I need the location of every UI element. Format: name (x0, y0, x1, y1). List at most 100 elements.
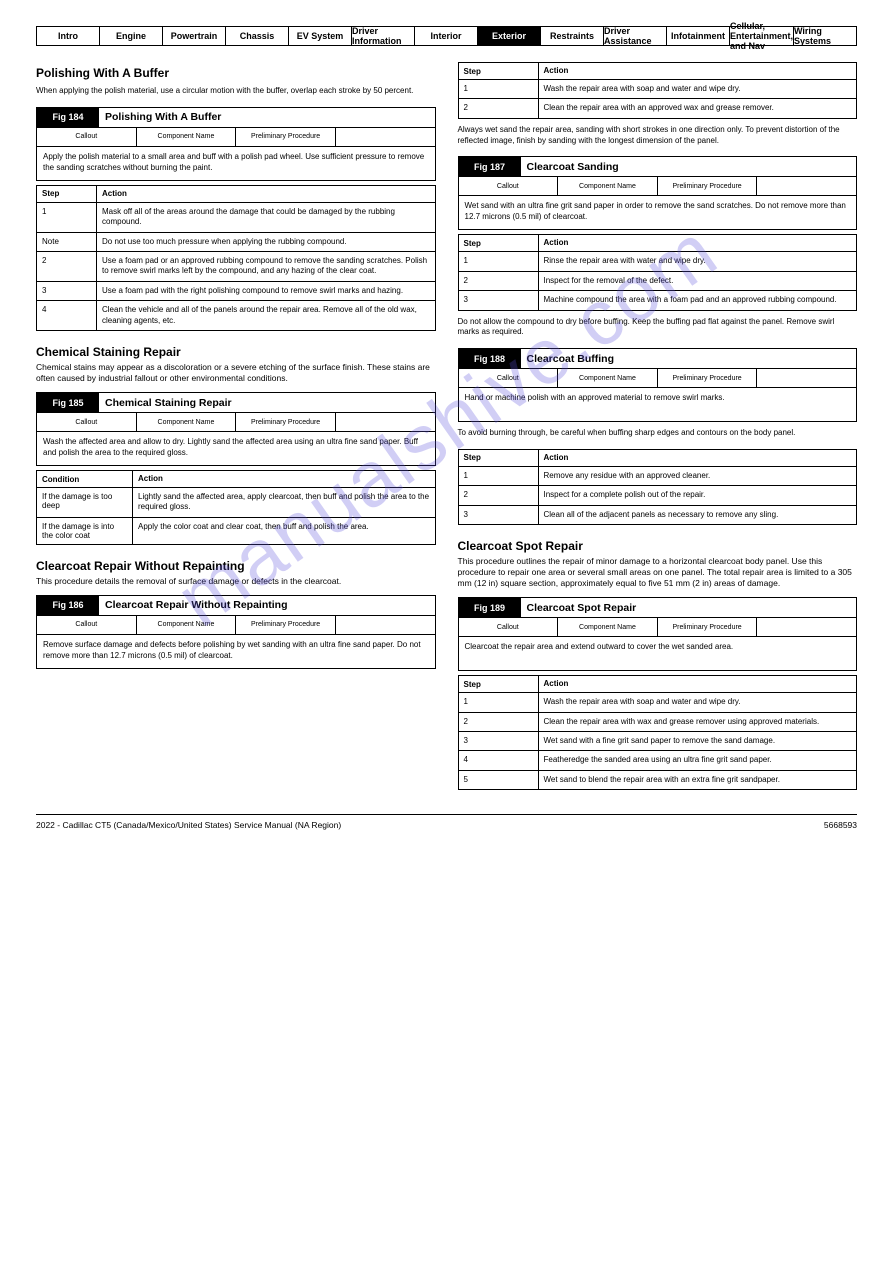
td: Wash the repair area with soap and water… (539, 693, 857, 711)
td: If the damage is into the color coat (37, 518, 133, 544)
col-label: Callout (497, 375, 519, 382)
col-label: Callout (497, 624, 519, 631)
note: Do not allow the compound to dry before … (458, 317, 858, 339)
td: Use a foam pad or an approved rubbing co… (97, 252, 435, 281)
td: Clean the repair area with wax and greas… (539, 713, 857, 731)
col-label: Component Name (579, 624, 636, 631)
steps-table: StepAction 1Remove any residue with an a… (458, 449, 858, 525)
col-label: Component Name (158, 419, 215, 426)
procedure-header: Fig 184 Polishing With A Buffer Callout … (36, 107, 436, 181)
nav-tab[interactable]: Intro (37, 27, 100, 45)
col-label: Component Name (158, 621, 215, 628)
col-label: Preliminary Procedure (672, 375, 741, 382)
td: Wet sand to blend the repair area with a… (539, 771, 857, 789)
col-label: Component Name (579, 375, 636, 382)
nav-tab[interactable]: Infotainment (667, 27, 730, 45)
note: When applying the polish material, use a… (36, 86, 436, 97)
th: Action (539, 235, 857, 251)
procedure-header: Fig 188 Clearcoat Buffing Callout Compon… (458, 348, 858, 422)
th: Step (459, 63, 539, 79)
th: Condition (37, 471, 133, 487)
th: Step (459, 235, 539, 251)
fig-desc: Clearcoat the repair area and extend out… (459, 636, 857, 670)
col-label: Callout (75, 419, 97, 426)
footer-right: 5668593 (824, 820, 857, 830)
nav-tab[interactable]: EV System (289, 27, 352, 45)
td: 3 (37, 282, 97, 300)
col-label: Preliminary Procedure (251, 133, 320, 140)
td: Use a foam pad with the right polishing … (97, 282, 435, 300)
fig-name: Clearcoat Spot Repair (521, 598, 857, 617)
fig-badge: Fig 185 (37, 393, 99, 412)
col-label: Callout (497, 183, 519, 190)
nav-tab[interactable]: Engine (100, 27, 163, 45)
td: Machine compound the area with a foam pa… (539, 291, 857, 309)
nav-tab[interactable]: Cellular, Entertainment, and Nav (730, 27, 794, 45)
td: 3 (459, 506, 539, 524)
fig-desc: Apply the polish material to a small are… (37, 146, 435, 180)
steps-table: StepAction 1Wash the repair area with so… (458, 62, 858, 119)
th: Action (539, 676, 857, 692)
fig-badge: Fig 184 (37, 108, 99, 127)
steps-table: StepAction 1Rinse the repair area with w… (458, 234, 858, 310)
section-sub: This procedure details the removal of su… (36, 576, 436, 587)
td: 2 (459, 713, 539, 731)
nav-tab[interactable]: Wiring Systems (794, 27, 856, 45)
td: 2 (459, 486, 539, 504)
td: 3 (459, 732, 539, 750)
procedure-header: Fig 186 Clearcoat Repair Without Repaint… (36, 595, 436, 669)
footer-left: 2022 - Cadillac CT5 (Canada/Mexico/Unite… (36, 820, 341, 830)
nav-tab[interactable]: Restraints (541, 27, 604, 45)
procedure-header: Fig 185 Chemical Staining Repair Callout… (36, 392, 436, 466)
td: Rinse the repair area with water and wip… (539, 252, 857, 270)
td: Inspect for the removal of the defect. (539, 272, 857, 290)
td: Clean the repair area with an approved w… (539, 99, 857, 117)
th: Action (539, 450, 857, 466)
col-label: Component Name (579, 183, 636, 190)
note: Always wet sand the repair area, sanding… (458, 125, 858, 147)
section-title: Polishing With A Buffer (36, 66, 436, 80)
nav-tab-active[interactable]: Exterior (478, 27, 541, 45)
section-title: Clearcoat Repair Without Repainting (36, 559, 436, 573)
nav-tab[interactable]: Driver Assistance (604, 27, 667, 45)
page-footer: 2022 - Cadillac CT5 (Canada/Mexico/Unite… (36, 814, 857, 830)
td: Featheredge the sanded area using an ult… (539, 751, 857, 769)
fig-badge: Fig 189 (459, 598, 521, 617)
procedure-header: Fig 187 Clearcoat Sanding Callout Compon… (458, 156, 858, 230)
td: Mask off all of the areas around the dam… (97, 203, 435, 232)
fig-badge: Fig 188 (459, 349, 521, 368)
th: Action (539, 63, 857, 79)
note: To avoid burning through, be careful whe… (458, 428, 858, 439)
col-label: Preliminary Procedure (672, 624, 741, 631)
col-label: Callout (75, 133, 97, 140)
fig-desc: Wet sand with an ultra fine grit sand pa… (459, 195, 857, 229)
td: 1 (459, 467, 539, 485)
td: 1 (37, 203, 97, 232)
nav-tab[interactable]: Powertrain (163, 27, 226, 45)
td: 2 (459, 99, 539, 117)
col-label: Preliminary Procedure (251, 621, 320, 628)
fig-badge: Fig 186 (37, 596, 99, 615)
td: Inspect for a complete polish out of the… (539, 486, 857, 504)
td: Lightly sand the affected area, apply cl… (133, 488, 435, 517)
section-title: Clearcoat Spot Repair (458, 539, 858, 553)
conditions-table: ConditionAction If the damage is too dee… (36, 470, 436, 545)
td: Apply the color coat and clear coat, the… (133, 518, 435, 544)
procedure-header: Fig 189 Clearcoat Spot Repair Callout Co… (458, 597, 858, 671)
fig-name: Polishing With A Buffer (99, 108, 435, 127)
col-label: Preliminary Procedure (251, 419, 320, 426)
td: Wet sand with a fine grit sand paper to … (539, 732, 857, 750)
fig-badge: Fig 187 (459, 157, 521, 176)
section-title: Chemical Staining Repair (36, 345, 436, 359)
nav-tab[interactable]: Driver Information (352, 27, 415, 45)
td: Clean the vehicle and all of the panels … (97, 301, 435, 330)
col-label: Component Name (158, 133, 215, 140)
td: If the damage is too deep (37, 488, 133, 517)
fig-name: Chemical Staining Repair (99, 393, 435, 412)
td: 4 (37, 301, 97, 330)
td: Wash the repair area with soap and water… (539, 80, 857, 98)
th: Step (37, 186, 97, 202)
nav-tab[interactable]: Interior (415, 27, 478, 45)
fig-desc: Wash the affected area and allow to dry.… (37, 431, 435, 465)
nav-tab[interactable]: Chassis (226, 27, 289, 45)
